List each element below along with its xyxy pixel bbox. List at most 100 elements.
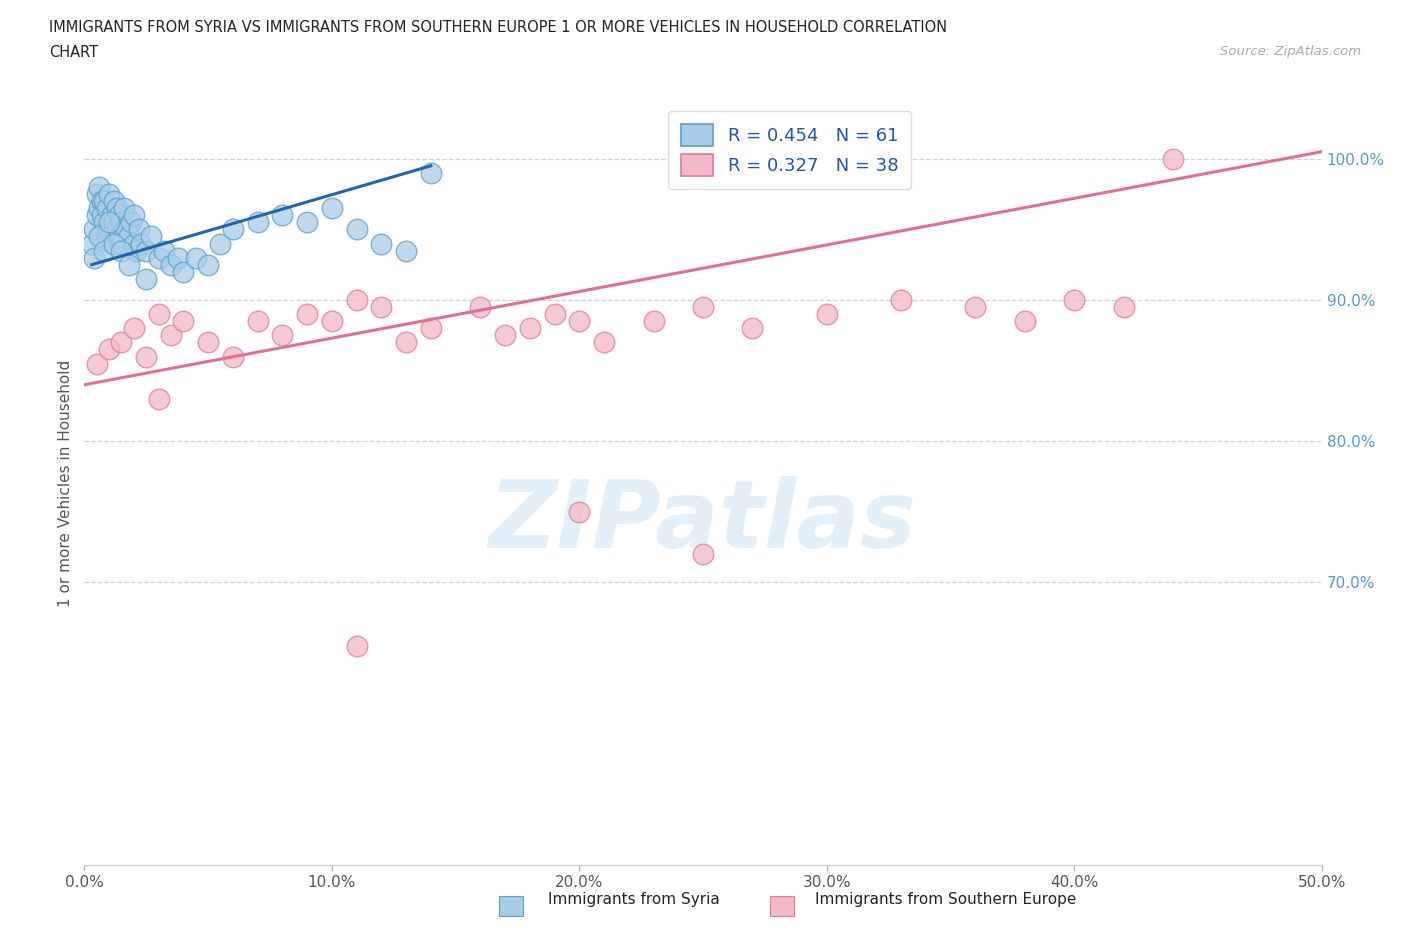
Point [98,215,121,230]
Point [519,321,541,336]
Point [197,258,219,272]
Point [1063,293,1085,308]
Point [98,342,121,357]
Point [692,547,714,562]
Point [271,328,294,343]
Point [222,349,245,364]
Point [89,201,111,216]
Point [148,307,170,322]
Point [568,504,591,519]
Point [83,222,105,237]
Point [184,250,207,265]
Point [112,201,135,216]
Point [321,313,343,328]
Point [419,321,441,336]
Point [110,335,132,350]
Text: Immigrants from Southern Europe: Immigrants from Southern Europe [815,892,1077,907]
Point [141,229,163,244]
Point [100,236,122,251]
Point [246,215,269,230]
Point [135,349,157,364]
Point [209,236,232,251]
Point [295,215,318,230]
Point [103,236,125,251]
Point [271,207,294,222]
Point [1161,152,1184,166]
Point [86,207,108,222]
Point [110,215,132,230]
Point [125,243,148,258]
Point [346,222,368,237]
Point [419,166,441,180]
Point [129,236,152,251]
Text: CHART: CHART [49,45,98,60]
Text: IMMIGRANTS FROM SYRIA VS IMMIGRANTS FROM SOUTHERN EUROPE 1 OR MORE VEHICLES IN H: IMMIGRANTS FROM SYRIA VS IMMIGRANTS FROM… [49,20,948,35]
Point [90,207,112,222]
Point [112,222,135,237]
Point [148,392,170,406]
Point [593,335,616,350]
Point [110,243,132,258]
Point [120,215,142,230]
Point [108,207,131,222]
Point [222,222,245,237]
Point [100,207,122,222]
Point [543,307,565,322]
Point [93,215,115,230]
Point [346,639,368,654]
Point [965,299,987,314]
Point [86,187,108,202]
Point [118,258,141,272]
Point [98,187,121,202]
Point [110,236,132,251]
Text: Source: ZipAtlas.com: Source: ZipAtlas.com [1220,45,1361,58]
Point [1014,313,1036,328]
Point [105,222,128,237]
Point [741,321,763,336]
Point [128,222,150,237]
Point [172,264,194,279]
Point [295,307,318,322]
Point [197,335,219,350]
Text: Immigrants from Syria: Immigrants from Syria [548,892,720,907]
Point [321,201,343,216]
Point [172,313,194,328]
Point [160,258,183,272]
Point [103,215,125,230]
Point [494,328,516,343]
Point [122,321,145,336]
Point [86,356,108,371]
Point [370,299,392,314]
Point [135,272,157,286]
Point [395,335,418,350]
Point [148,250,170,265]
Point [115,222,138,237]
Point [93,243,115,258]
Point [122,236,145,251]
Point [105,201,128,216]
Point [890,293,912,308]
Point [815,307,838,322]
Point [1112,299,1135,314]
Legend: R = 0.454   N = 61, R = 0.327   N = 38: R = 0.454 N = 61, R = 0.327 N = 38 [668,112,911,189]
Point [122,207,145,222]
Point [96,201,118,216]
Point [96,229,118,244]
Y-axis label: 1 or more Vehicles in Household: 1 or more Vehicles in Household [58,360,73,607]
Point [103,193,125,208]
Point [98,222,121,237]
Point [80,236,103,251]
Point [568,313,591,328]
Point [246,313,269,328]
Point [470,299,492,314]
Point [167,250,190,265]
Point [108,229,131,244]
Point [643,313,665,328]
Point [118,229,141,244]
Point [152,243,174,258]
Point [395,243,418,258]
Point [90,193,112,208]
Point [370,236,392,251]
Point [89,229,111,244]
Point [135,243,157,258]
